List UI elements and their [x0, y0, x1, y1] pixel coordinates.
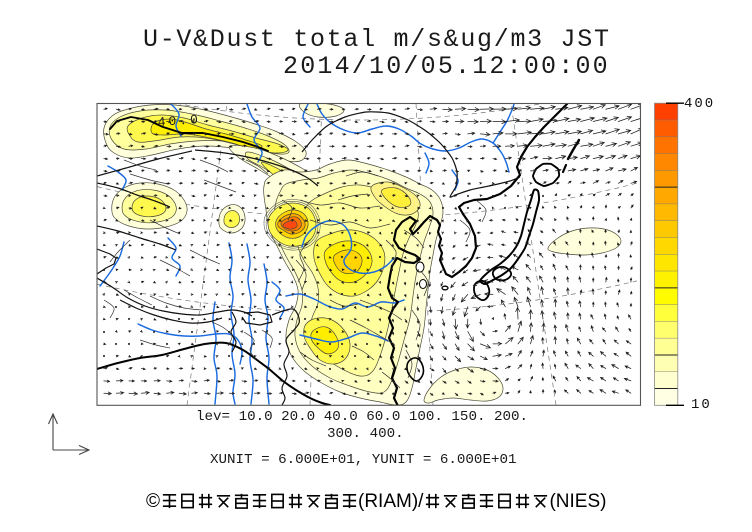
svg-text:40.0: 40.0 [157, 112, 201, 130]
